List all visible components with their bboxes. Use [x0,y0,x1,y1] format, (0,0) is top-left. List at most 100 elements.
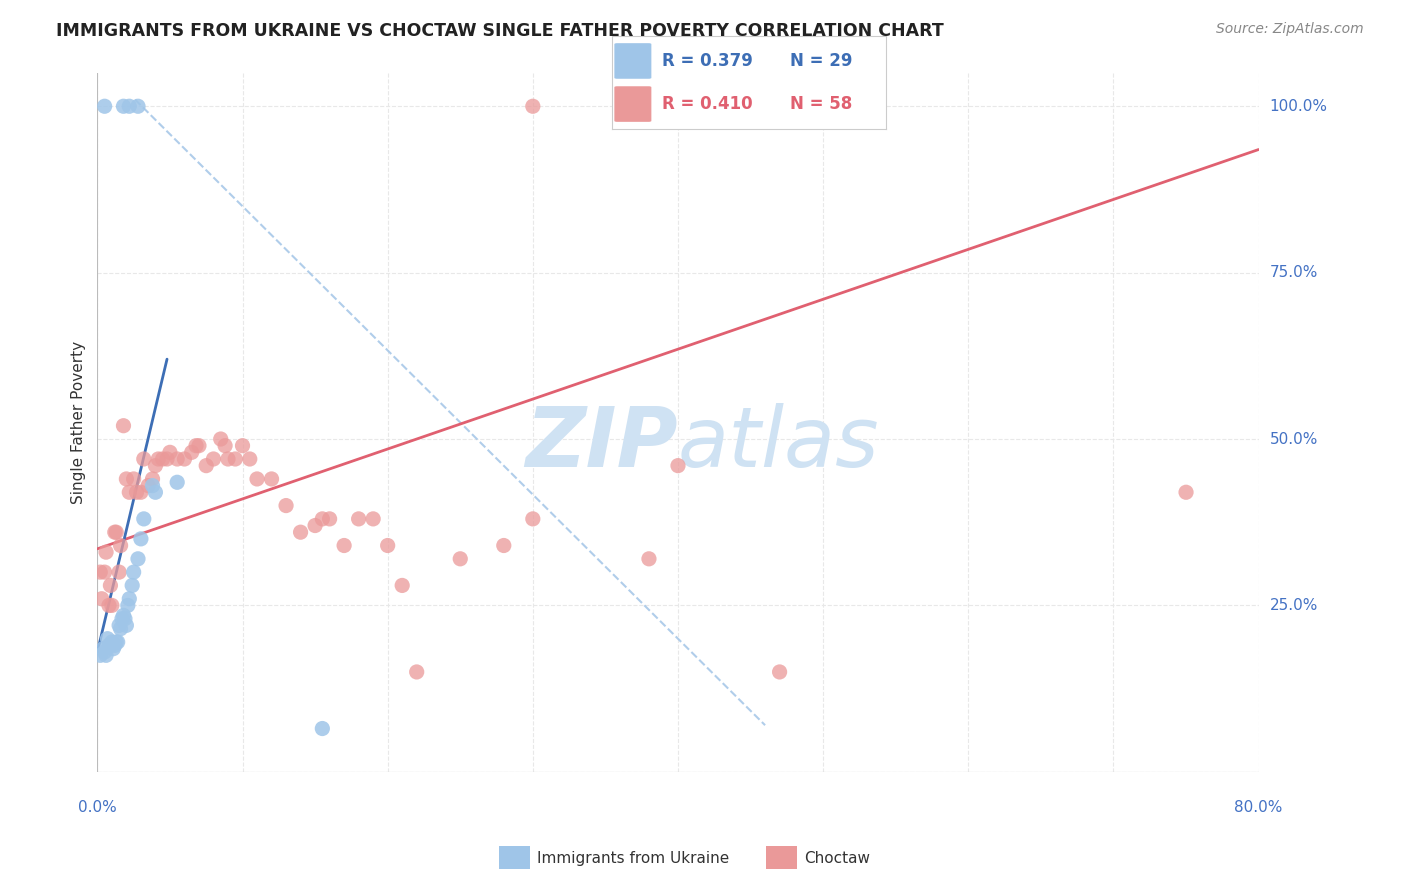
Point [522,512,544,526]
Point [127,99,149,113]
Point [115,472,138,486]
Point [347,512,370,526]
Point [94,648,117,663]
Text: Choctaw: Choctaw [804,851,870,865]
Point [202,452,225,467]
Point [145,485,167,500]
Point [166,475,188,490]
Text: R = 0.379: R = 0.379 [662,52,754,70]
Text: ZIP: ZIP [526,403,678,483]
Point [129,532,152,546]
Text: 100.0%: 100.0% [1270,99,1327,114]
Point [184,439,207,453]
Point [112,418,135,433]
Point [311,512,333,526]
Point [100,638,122,652]
Point [108,565,131,579]
Point [166,452,188,467]
Point [103,641,125,656]
Point [93,645,115,659]
Point [132,512,155,526]
Point [100,578,122,592]
Point [93,565,115,579]
Point [638,99,661,113]
Point [112,99,135,113]
Point [290,525,312,540]
Point [405,665,427,679]
Point [129,485,152,500]
Point [333,539,356,553]
Point [89,648,111,663]
Point [217,452,239,467]
Point [391,578,413,592]
Point [115,618,138,632]
Point [127,551,149,566]
Point [101,599,124,613]
FancyBboxPatch shape [614,43,651,78]
Point [122,565,145,579]
Text: R = 0.410: R = 0.410 [662,95,754,113]
Point [148,452,170,467]
Point [121,578,143,592]
Point [361,512,384,526]
Point [274,499,297,513]
Point [492,539,515,553]
Point [214,439,236,453]
Point [141,472,163,486]
FancyBboxPatch shape [614,87,651,122]
Text: 80.0%: 80.0% [1234,799,1282,814]
Point [91,641,114,656]
Point [260,472,283,486]
Point [105,635,128,649]
Point [93,99,115,113]
Text: Immigrants from Ukraine: Immigrants from Ukraine [537,851,730,865]
Point [104,638,127,652]
Point [97,638,120,652]
Point [110,539,132,553]
Point [318,512,340,526]
Point [118,485,141,500]
Point [1175,485,1198,500]
Point [141,478,163,492]
Point [666,458,689,473]
Text: 0.0%: 0.0% [77,799,117,814]
Point [90,591,112,606]
Point [449,551,471,566]
Point [145,458,167,473]
Text: N = 58: N = 58 [790,95,852,113]
Point [97,599,120,613]
Point [304,518,326,533]
Text: 75.0%: 75.0% [1270,265,1317,280]
Point [522,99,544,113]
Point [105,525,128,540]
Point [118,591,141,606]
Point [188,439,211,453]
Point [96,632,118,646]
Point [136,478,159,492]
Point [768,665,790,679]
Point [125,485,148,500]
Point [108,618,131,632]
Point [104,525,127,540]
Point [231,439,253,453]
Point [89,565,111,579]
Point [377,539,399,553]
Point [94,545,117,559]
Point [311,722,333,736]
Point [239,452,262,467]
Point [638,551,661,566]
Point [224,452,246,467]
Point [118,99,141,113]
Point [111,612,134,626]
Point [180,445,202,459]
Point [152,452,174,467]
Point [112,608,135,623]
Point [132,452,155,467]
Point [107,635,129,649]
Text: Source: ZipAtlas.com: Source: ZipAtlas.com [1216,22,1364,37]
Text: 50.0%: 50.0% [1270,432,1317,447]
Point [122,472,145,486]
Point [209,432,232,446]
Point [159,445,181,459]
Point [195,458,218,473]
